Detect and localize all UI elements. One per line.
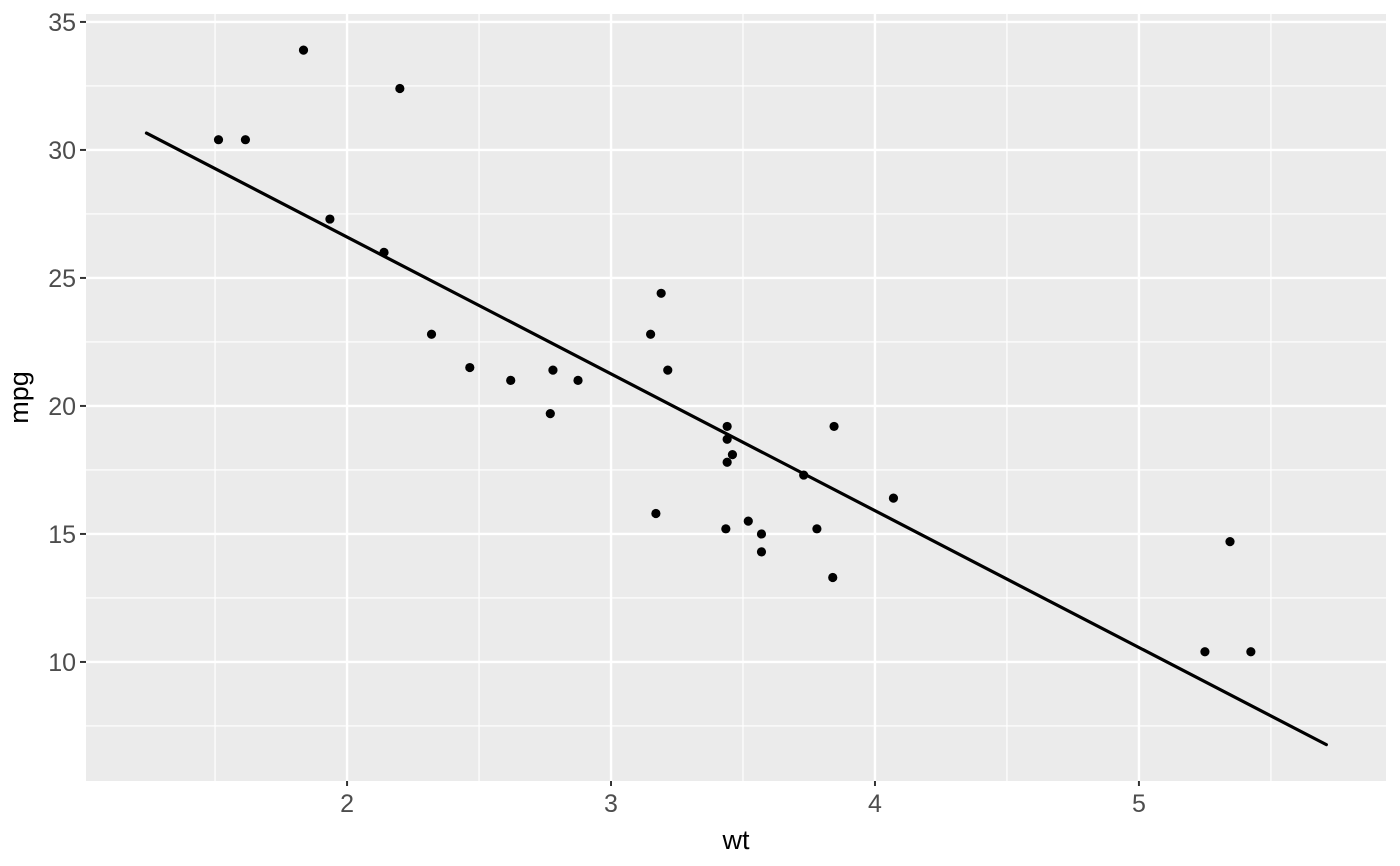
data-point: [646, 329, 656, 339]
y-tick-label: 20: [48, 393, 76, 421]
data-point: [828, 572, 838, 583]
x-tick-label: 5: [1132, 790, 1146, 818]
data-point: [213, 135, 224, 145]
tick-marks: [80, 20, 1140, 786]
data-point: [722, 434, 732, 444]
y-tick-label: 35: [48, 9, 76, 37]
data-point: [722, 457, 732, 467]
data-point: [756, 529, 767, 539]
grid-major: [86, 14, 1386, 781]
plot-panel: [86, 14, 1386, 781]
data-point: [656, 288, 666, 298]
x-axis-title: wt: [722, 825, 750, 855]
data-point: [888, 493, 899, 503]
data-point: [727, 449, 738, 460]
data-point: [1246, 647, 1256, 657]
y-tick-label: 15: [48, 521, 76, 549]
data-point: [545, 409, 555, 419]
data-point: [721, 524, 731, 534]
data-point: [829, 421, 839, 432]
data-point: [426, 329, 437, 339]
y-tick-label: 30: [48, 137, 76, 165]
y-tick-label: 25: [48, 265, 76, 293]
grid-minor: [86, 14, 1386, 781]
x-tick-label: 3: [604, 790, 618, 818]
data-point: [663, 365, 673, 375]
data-point: [651, 508, 661, 519]
data-point: [506, 375, 516, 385]
data-point: [548, 365, 558, 375]
data-point: [573, 375, 583, 385]
y-axis-title: mpg: [4, 371, 34, 424]
data-point: [325, 214, 335, 224]
trend-line: [144, 131, 1328, 747]
data-point: [1225, 537, 1235, 547]
x-tick-label: 2: [340, 790, 354, 818]
data-point: [1200, 647, 1210, 657]
data-point: [812, 524, 822, 534]
data-point: [298, 45, 309, 55]
data-point: [379, 247, 389, 257]
data-point: [799, 470, 809, 480]
data-point: [743, 516, 753, 526]
y-tick-label: 10: [48, 649, 76, 677]
data-point: [756, 547, 767, 557]
data-point: [722, 421, 732, 432]
data-points: [213, 45, 1256, 657]
x-tick-label: 4: [868, 790, 882, 818]
tick-labels: 2 3 4 5 10 15 20 25 30 35: [48, 9, 1146, 818]
data-point: [240, 135, 251, 145]
data-point: [465, 362, 475, 373]
data-point: [395, 83, 405, 94]
